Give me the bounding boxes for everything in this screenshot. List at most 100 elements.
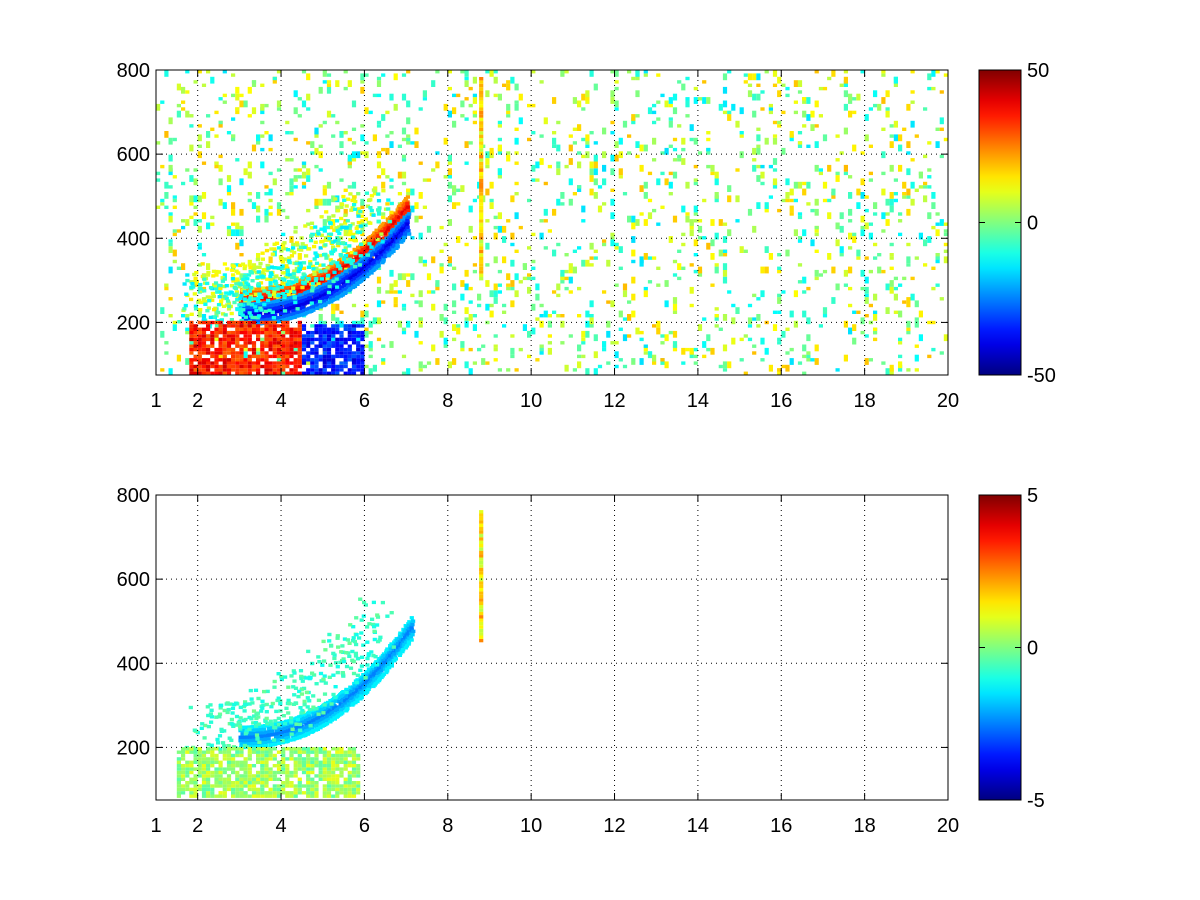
heatmap-cell: [706, 347, 711, 352]
heatmap-cell: [631, 249, 636, 257]
heatmap-cell: [397, 273, 402, 281]
heatmap-cell: [806, 286, 811, 291]
heatmap-cell: [297, 175, 302, 179]
heatmap-cell: [914, 354, 919, 362]
heatmap-cell: [810, 208, 815, 213]
heatmap-cell: [334, 226, 339, 230]
heatmap-cell: [848, 286, 853, 291]
heatmap-cell: [614, 100, 619, 108]
heatmap-cell: [479, 121, 484, 125]
heatmap-cell: [391, 238, 396, 242]
heatmap-cell: [535, 317, 540, 321]
heatmap-cell: [371, 250, 377, 254]
heatmap-cell: [335, 303, 340, 311]
heatmap-cell: [806, 144, 811, 148]
heatmap-cell: [198, 287, 203, 291]
heatmap-cell: [360, 134, 365, 142]
heatmap-cell: [856, 202, 861, 209]
heatmap-cell: [235, 222, 240, 230]
heatmap-cell: [346, 197, 351, 201]
heatmap-cell: [347, 351, 352, 355]
heatmap-cell: [259, 709, 264, 713]
heatmap-cell: [356, 207, 361, 211]
heatmap-cell: [301, 161, 307, 165]
heatmap-cell: [893, 293, 898, 301]
heatmap-cell: [848, 303, 853, 308]
heatmap-cell: [316, 232, 321, 236]
heatmap-cell: [618, 266, 623, 270]
heatmap-cell: [285, 268, 290, 272]
heatmap-cell: [581, 341, 586, 345]
heatmap-cell: [560, 192, 565, 199]
heatmap-cell: [781, 364, 786, 369]
heatmap-cell: [193, 358, 198, 362]
heatmap-cell: [383, 207, 389, 211]
heatmap-cell: [422, 263, 427, 267]
heatmap-cell: [639, 185, 644, 192]
heatmap-cell: [209, 743, 214, 747]
heatmap-cell: [677, 154, 682, 159]
heatmap-cell: [332, 248, 338, 252]
heatmap-cell: [315, 274, 320, 278]
heatmap-cell: [405, 225, 410, 229]
heatmap-cell: [296, 313, 301, 318]
heatmap-cell: [547, 324, 552, 328]
heatmap-cell: [514, 273, 519, 281]
heatmap-cell: [357, 230, 363, 234]
heatmap-cell: [602, 178, 607, 186]
heatmap-cell: [356, 354, 361, 359]
heatmap-cell: [244, 294, 249, 298]
heatmap-cell: [309, 226, 314, 230]
heatmap-cell: [318, 86, 323, 94]
heatmap-cell: [752, 158, 757, 162]
heatmap-cell: [227, 736, 232, 740]
heatmap-cell: [627, 300, 632, 304]
heatmap-cell: [426, 178, 432, 182]
heatmap-cell: [577, 151, 582, 155]
heatmap-cell: [219, 727, 224, 732]
heatmap-cell: [231, 264, 236, 269]
heatmap-cell: [256, 137, 261, 145]
heatmap-cell: [222, 368, 227, 372]
heatmap-cell: [727, 290, 732, 294]
heatmap-cell: [301, 70, 307, 74]
heatmap-cell: [235, 320, 240, 325]
heatmap-cell: [339, 202, 345, 206]
heatmap-cell: [547, 164, 552, 169]
heatmap-cell: [835, 239, 840, 247]
heatmap-cell: [460, 293, 465, 301]
heatmap-cell: [898, 341, 903, 345]
heatmap-cell: [347, 344, 352, 348]
heatmap-cell: [242, 290, 247, 294]
heatmap-cell: [176, 103, 181, 108]
x-tick-label: 2: [192, 390, 203, 412]
heatmap-cell: [418, 192, 423, 199]
heatmap-cell: [839, 246, 844, 253]
heatmap-cell: [935, 212, 940, 216]
heatmap-cell: [217, 715, 222, 719]
heatmap-cell: [258, 281, 264, 285]
heatmap-cell: [377, 245, 382, 249]
heatmap-cell: [814, 225, 819, 230]
heatmap-cell: [331, 314, 336, 321]
heatmap-cell: [693, 181, 698, 186]
heatmap-cell: [247, 320, 252, 325]
heatmap-cell: [189, 368, 194, 372]
heatmap-cell: [447, 168, 452, 176]
heatmap-cell: [435, 70, 440, 74]
heatmap-cell: [214, 368, 219, 372]
heatmap-cell: [306, 247, 311, 251]
heatmap-cell: [906, 263, 911, 267]
heatmap-cell: [710, 164, 715, 172]
heatmap-cell: [242, 306, 248, 310]
heatmap-cell: [306, 330, 311, 335]
heatmap-cell: [272, 242, 277, 246]
heatmap-cell: [852, 110, 857, 115]
heatmap-cell: [797, 215, 803, 220]
heatmap-cell: [344, 272, 349, 277]
heatmap-cell: [312, 272, 317, 276]
heatmap-cell: [218, 120, 223, 125]
heatmap-cell: [351, 327, 357, 331]
heatmap-cell: [235, 337, 240, 342]
heatmap-cell: [273, 722, 278, 726]
